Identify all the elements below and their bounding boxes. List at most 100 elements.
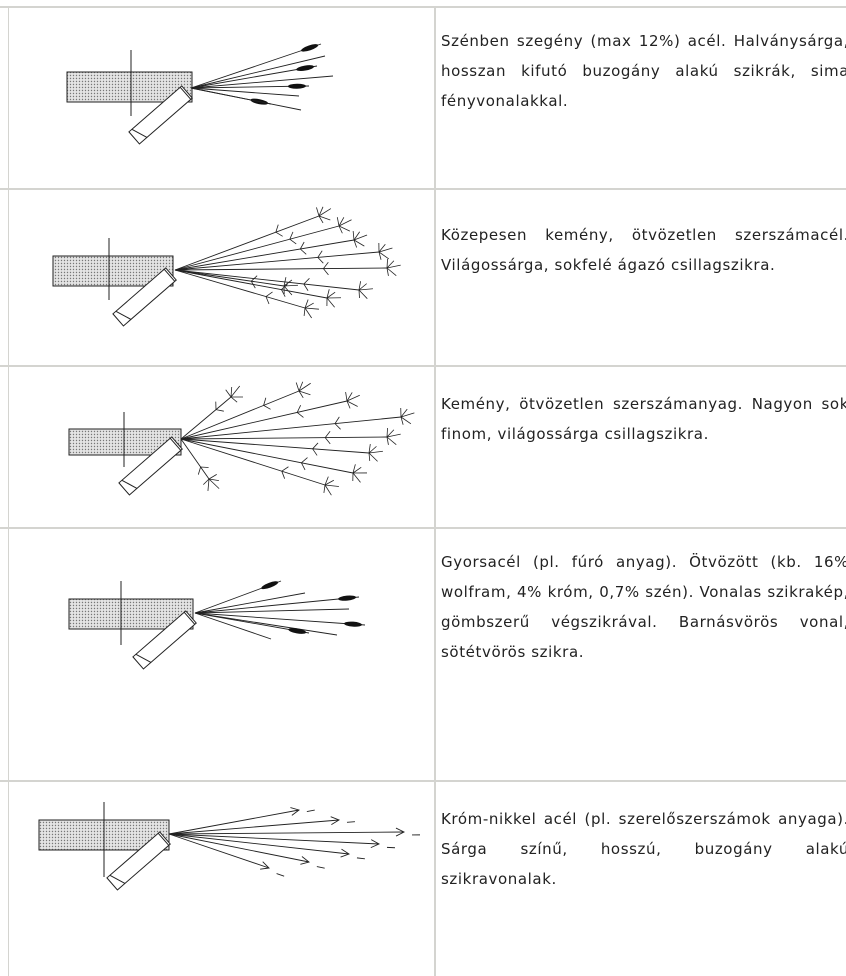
spark-branch	[207, 478, 210, 491]
spark-branch	[324, 431, 331, 438]
spark-branch	[312, 442, 319, 450]
spark-branch	[368, 452, 378, 462]
spark-branch	[326, 289, 330, 299]
spark-branch	[304, 299, 309, 309]
table-row: Gyorsacél (pl. fúró anyag). Ötvözött (kb…	[0, 527, 846, 782]
grinder-edge	[109, 874, 126, 884]
spark-illustration	[38, 802, 421, 891]
spark-branch	[346, 392, 353, 402]
spark-illustration	[68, 381, 415, 496]
spark-branch	[346, 400, 358, 407]
spark-branch	[298, 382, 311, 392]
grinder-edge	[131, 128, 148, 138]
grinder-tip	[183, 611, 196, 625]
spark	[174, 215, 320, 271]
spark-branch	[338, 225, 351, 232]
spark	[174, 225, 340, 271]
spark	[180, 436, 388, 440]
spark-branch	[400, 412, 415, 418]
spark	[174, 251, 380, 271]
spark-branch	[368, 452, 371, 462]
spark	[168, 833, 380, 845]
spark-branch	[296, 405, 302, 413]
spark-illustration	[68, 580, 366, 670]
spark-branch	[324, 484, 339, 487]
grinder-body	[128, 85, 193, 145]
spark-branch	[358, 281, 361, 291]
spark-branch	[386, 267, 389, 276]
spark-branch	[301, 462, 306, 471]
spark-end	[370, 839, 381, 849]
spark-branch	[225, 389, 232, 398]
spark-illustration	[66, 43, 334, 145]
spark-branch	[203, 478, 210, 485]
spark-branch	[317, 250, 323, 258]
spark-branch	[324, 484, 332, 496]
spark-branch	[265, 296, 270, 305]
spark-branch	[338, 217, 345, 227]
spark	[194, 608, 350, 614]
spark-end	[300, 856, 310, 865]
spark-branch	[334, 423, 341, 430]
grinder	[128, 85, 193, 145]
description: Közepesen kemény, ötvözetlen szerszámacé…	[441, 226, 846, 274]
spark-branch	[324, 479, 335, 486]
spark	[180, 438, 370, 454]
spark-branch	[378, 251, 390, 260]
spark-branch	[281, 289, 286, 297]
grinder	[106, 831, 171, 891]
spark-dash	[276, 873, 285, 877]
spark-branch	[352, 231, 355, 241]
spark-end	[296, 65, 315, 71]
spark	[190, 55, 326, 89]
illustration-cell	[8, 529, 436, 782]
spark-branch	[316, 207, 320, 217]
spark-branch	[323, 262, 329, 269]
spark-branch	[378, 243, 386, 253]
spark-branch	[368, 450, 383, 454]
spark	[194, 612, 272, 640]
description: Szénben szegény (max 12%) acél. Halványs…	[441, 32, 846, 110]
spark-branch	[318, 215, 324, 224]
spark-branch	[289, 238, 297, 245]
spark	[194, 612, 366, 626]
spark-branch	[298, 381, 304, 392]
spark	[194, 596, 360, 614]
spark-end	[330, 816, 341, 826]
spark-branch	[208, 474, 217, 480]
spark-branch	[300, 248, 307, 255]
spark-branch	[345, 392, 348, 402]
spark-end	[340, 848, 351, 858]
spark-branch	[281, 471, 286, 479]
spark-end	[261, 581, 279, 590]
spark-branch	[298, 390, 304, 399]
grinder-edge	[135, 653, 152, 663]
spark-branch	[304, 307, 319, 310]
spark	[168, 833, 310, 863]
spark-branch	[208, 478, 219, 481]
table-row: Szénben szegény (max 12%) acél. Halványs…	[0, 6, 846, 190]
spark	[174, 267, 388, 271]
illustration-cell	[8, 782, 436, 976]
spark	[180, 438, 210, 480]
spark-branch	[358, 289, 368, 299]
spark-branch	[230, 385, 241, 398]
spark-branch	[386, 436, 397, 445]
spark-branch	[352, 464, 356, 474]
spark-branch	[318, 215, 331, 221]
spark-branch	[378, 251, 382, 260]
spark-branch	[304, 307, 312, 319]
spark-dash	[356, 857, 365, 860]
spark	[190, 75, 334, 89]
table-row: Króm-nikkel acél (pl. szerelőszerszámok …	[0, 780, 846, 976]
spark-branch	[353, 239, 358, 248]
spark-branch	[386, 429, 395, 438]
spark-branch	[317, 257, 324, 264]
grinder-tip	[179, 86, 192, 100]
spark-branch	[352, 472, 361, 483]
spark-branch	[324, 437, 331, 445]
spark-branch	[299, 241, 305, 250]
spark-branch	[230, 386, 233, 398]
